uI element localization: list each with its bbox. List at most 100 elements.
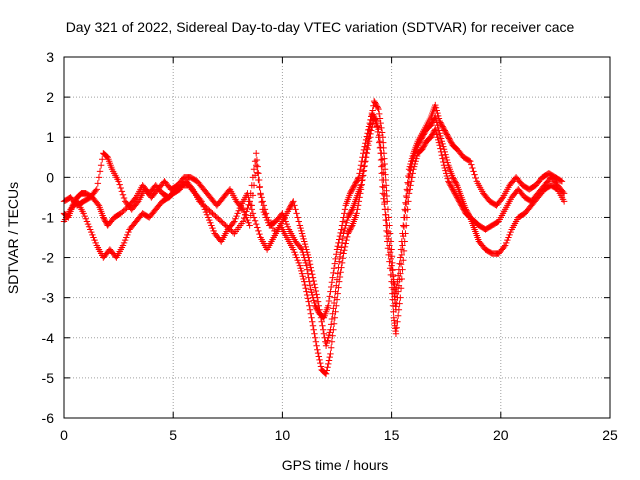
data-point <box>451 176 458 184</box>
data-point <box>342 240 349 247</box>
data-point <box>252 162 260 169</box>
data-point <box>347 188 355 196</box>
data-point <box>419 144 427 152</box>
data-point <box>308 289 315 296</box>
data-point <box>306 306 314 313</box>
data-point <box>116 181 123 188</box>
data-point <box>395 306 403 313</box>
data-point <box>314 298 322 305</box>
data-point <box>360 172 367 179</box>
data-point <box>311 302 319 309</box>
data-point <box>360 146 368 154</box>
data-point <box>438 121 446 129</box>
data-point <box>349 184 357 192</box>
data-point <box>442 128 449 136</box>
data-point <box>445 179 453 186</box>
data-point <box>252 150 260 157</box>
data-point <box>343 233 351 241</box>
data-point <box>398 238 405 245</box>
data-point <box>348 187 355 194</box>
data-point <box>259 206 266 213</box>
data-point <box>309 322 317 329</box>
data-point <box>200 203 207 210</box>
data-point <box>401 206 408 213</box>
data-point <box>440 124 447 132</box>
data-point <box>315 353 322 360</box>
data-point <box>367 130 374 138</box>
data-point <box>354 176 361 184</box>
data-point <box>560 198 568 205</box>
data-point <box>295 218 302 225</box>
data-point <box>248 202 256 209</box>
data-point <box>256 230 263 238</box>
data-point <box>331 314 339 321</box>
data-point <box>323 367 331 374</box>
data-point <box>418 146 426 153</box>
data-point <box>262 214 270 221</box>
data-point <box>252 220 260 228</box>
y-axis-label: SDTVAR / TECUs <box>5 182 21 294</box>
data-point <box>244 204 251 212</box>
data-point <box>92 187 99 194</box>
data-point <box>389 271 397 279</box>
data-point <box>301 257 309 264</box>
data-point <box>243 214 250 221</box>
data-point <box>330 265 338 272</box>
data-point <box>408 155 416 162</box>
data-point <box>376 144 384 152</box>
data-point <box>447 138 454 145</box>
data-point <box>325 297 333 305</box>
data-point <box>212 212 219 220</box>
data-point <box>402 192 410 200</box>
data-point <box>207 219 214 226</box>
data-point <box>346 211 353 218</box>
data-point <box>296 222 304 229</box>
data-point <box>378 129 386 136</box>
data-point <box>210 211 218 218</box>
data-point <box>96 168 104 175</box>
data-point <box>311 284 319 291</box>
data-point <box>245 219 252 226</box>
data-point <box>292 251 299 259</box>
data-point <box>347 208 355 216</box>
data-point <box>295 259 302 267</box>
data-point <box>330 326 337 333</box>
data-point <box>447 182 454 189</box>
data-point <box>353 178 360 185</box>
data-point <box>371 99 379 106</box>
data-point <box>232 215 239 222</box>
data-point <box>307 310 314 317</box>
data-point <box>298 246 306 253</box>
data-point <box>440 146 448 153</box>
data-point <box>310 326 317 333</box>
data-point <box>443 156 451 164</box>
data-point <box>370 112 377 120</box>
data-point <box>397 261 405 268</box>
data-point <box>388 246 395 253</box>
data-point <box>313 305 320 312</box>
data-point <box>361 143 368 150</box>
data-point <box>500 243 508 251</box>
data-point <box>446 136 454 144</box>
data-point <box>374 128 381 136</box>
data-point <box>448 139 455 146</box>
data-point <box>385 251 392 259</box>
data-point <box>322 342 330 349</box>
x-tick-label: 10 <box>275 427 291 443</box>
data-point <box>440 126 448 133</box>
data-point <box>325 331 333 339</box>
data-point <box>388 253 396 260</box>
y-tick-label: 1 <box>46 129 54 145</box>
data-point <box>220 220 228 228</box>
data-point <box>304 295 312 302</box>
data-point <box>328 338 336 345</box>
data-point <box>441 127 448 134</box>
data-point <box>300 235 307 243</box>
data-point <box>314 306 321 313</box>
data-point <box>443 130 450 137</box>
data-point <box>334 290 341 297</box>
data-point <box>333 246 341 253</box>
data-point <box>353 210 360 217</box>
data-point <box>362 136 370 144</box>
series-track-2 <box>60 113 568 378</box>
